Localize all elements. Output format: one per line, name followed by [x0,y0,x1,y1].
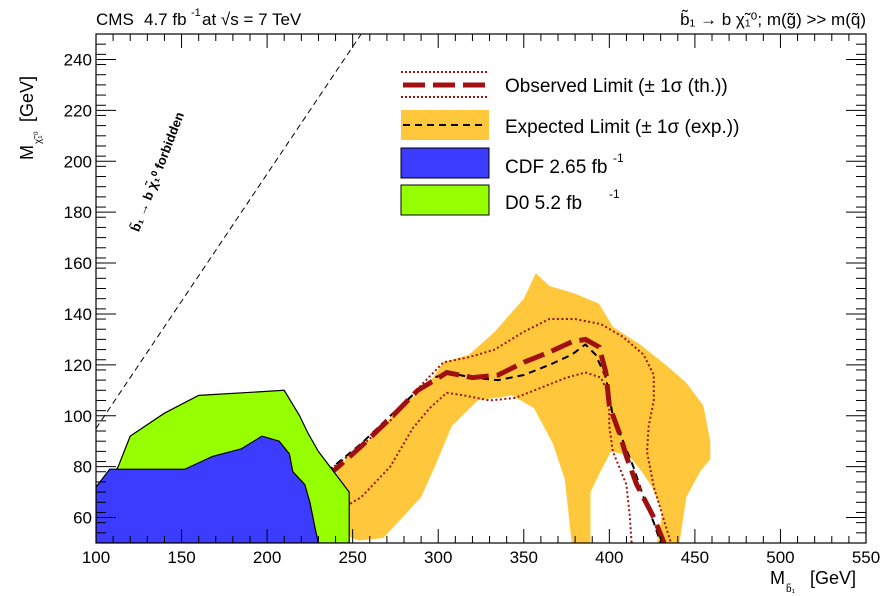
legend-d0-swatch [400,184,490,216]
legend-cdf-swatch [400,147,490,179]
y-tick-label: 80 [73,458,92,477]
x-tick-label: 200 [253,548,281,567]
axes: 100 150 200 250 300 350 400 450 500 550 60 80 100 120… [64,33,880,567]
header-process: b̃₁ → b χ̃₁⁰; m(g̃) >> m(q̃) [680,9,866,29]
y-axis-label: M [17,145,37,160]
y-axis-label-sub: χ̃₁⁰ [33,131,44,144]
x-tick-label: 300 [424,548,452,567]
x-tick-label: 250 [338,548,366,567]
x-tick-label: 100 [82,548,110,567]
observed-limit-line [325,336,667,543]
header-lumi: 4.7 fb [144,10,187,29]
y-tick-label: 60 [73,509,92,528]
y-tick-label: 180 [64,203,92,222]
observed-band-lower-line [326,371,633,543]
header-experiment: CMS [96,10,134,29]
legend: Observed Limit (± 1σ (th.)) Expected Lim… [400,71,739,216]
y-axis-unit: [GeV] [17,76,37,122]
y-tick-label: 120 [64,356,92,375]
legend-d0-sup: -1 [609,187,620,201]
x-axis-label-sub: b̃₁ [786,582,796,595]
x-tick-label: 450 [681,548,709,567]
x-tick-label: 400 [595,548,623,567]
y-axis-title: M χ̃₁⁰ [GeV] [17,76,44,160]
forbidden-diagonal-line [96,34,362,429]
y-tick-label: 200 [64,152,92,171]
x-axis-label: M [770,568,785,588]
x-tick-label: 350 [510,548,538,567]
expected-band [327,273,711,543]
x-tick-label: 150 [167,548,195,567]
legend-d0-label: D0 5.2 fb [505,193,582,214]
x-axis-title: M b̃₁ [GeV] [770,568,856,595]
observed-band-upper-line [326,318,672,543]
y-tick-label: 140 [64,305,92,324]
cdf-excluded-region [96,435,320,543]
x-tick-label: 500 [766,548,794,567]
header-lumi-exponent: -1 [191,7,201,19]
y-tick-label: 100 [64,407,92,426]
y-tick-label: 160 [64,254,92,273]
legend-cdf-sup: -1 [613,151,624,165]
x-axis-unit: [GeV] [810,568,856,588]
data-layer [96,273,711,543]
forbidden-region [96,34,362,429]
legend-expected-label: Expected Limit (± 1σ (exp.)) [505,117,739,138]
header-energy: at √s = 7 TeV [202,10,302,29]
y-tick-label: 240 [64,50,92,69]
y-tick-label: 220 [64,101,92,120]
forbidden-label: b̃₁ → b χ̃₁⁰ forbidden [128,110,187,234]
legend-cdf-label: CDF 2.65 fb [505,157,607,178]
x-tick-label: 550 [852,548,880,567]
legend-observed-label: Observed Limit (± 1σ (th.)) [505,76,728,97]
